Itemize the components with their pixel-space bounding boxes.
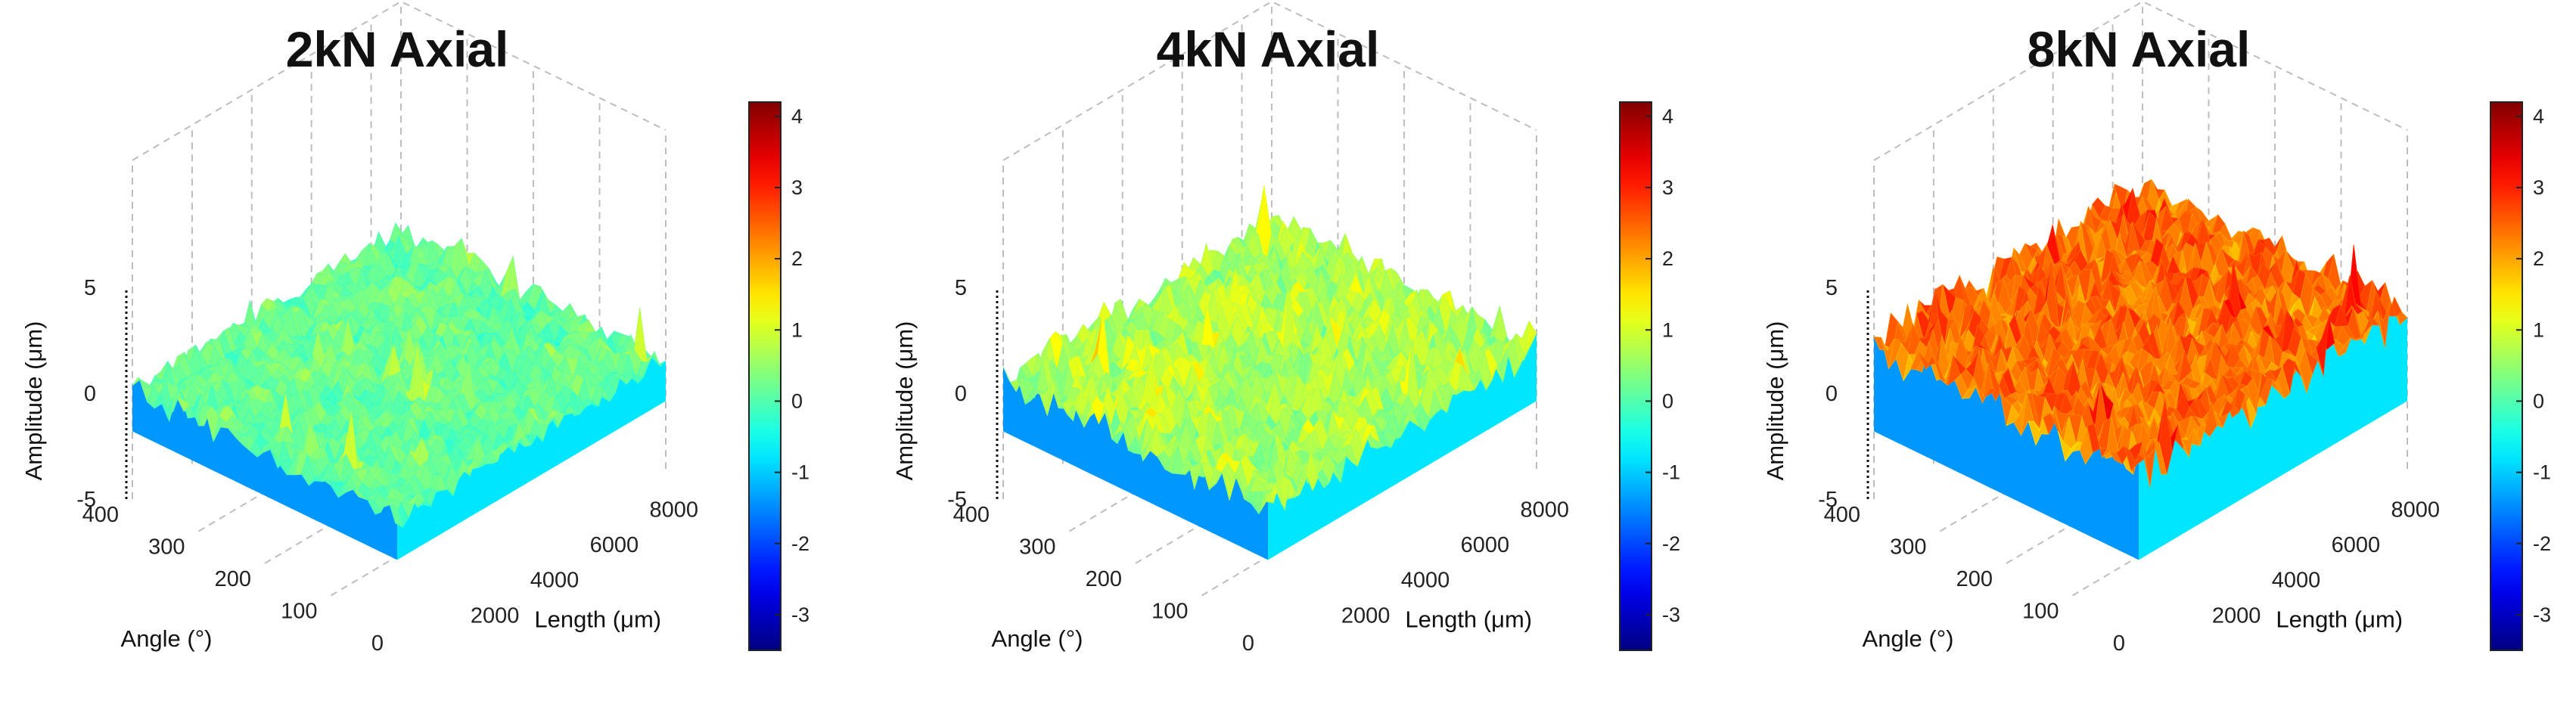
z-tick-label: 5 [84,276,96,300]
y-tick-label: 0 [371,631,384,656]
y-tick-label: 200 [1086,567,1122,591]
colorbar-tick-label: -2 [1662,532,1680,555]
x-tick-label: 8000 [650,498,699,522]
y-tick-label: 300 [1019,535,1055,560]
z-tick-label: 0 [1826,382,1838,406]
surface-left-skirt [132,380,397,560]
y-tick-label: 200 [1956,567,1993,591]
colorbar-tick-label: -1 [791,461,809,484]
colorbar-tick-label: -3 [791,603,809,626]
z-tick-label: -5 [76,488,96,512]
panel-title: 4kN Axial [1157,21,1380,77]
colorbar-tick-label: 0 [791,389,803,412]
surface-mesh [1002,185,1537,560]
colorbar-tick-label: -1 [2533,461,2551,484]
colorbar-tick-label: 1 [791,318,803,341]
surface-left-skirt [1874,337,2139,560]
y-tick-label: 400 [82,503,119,527]
x-axis-label: Length (μm) [1405,606,1532,633]
x-tick-label: 6000 [1461,533,1510,557]
y-axis-label: Angle (°) [1863,625,1954,652]
surface-panel-3: 5 0 -5 Amplitude (μm) 0 100 200 300 400 Angle (°)… [1762,0,2551,656]
x-tick-label: 4000 [2272,569,2321,593]
surface-mesh [132,222,667,560]
y-tick-label: 200 [215,567,251,591]
z-tick-label: 0 [955,382,967,406]
x-tick-label: 6000 [590,533,639,557]
z-axis-label: Amplitude (μm) [1762,321,1788,481]
x-tick-label: 8000 [1521,498,1570,522]
z-tick-label: -5 [1818,488,1838,512]
x-tick-label: 2000 [471,603,520,628]
y-axis-label: Angle (°) [121,625,213,652]
y-tick-label: 0 [1242,631,1254,656]
panel-title: 8kN Axial [2028,21,2251,77]
colorbar-tick-label: 3 [2533,176,2544,199]
z-tick-label: 5 [1826,276,1838,300]
colorbar [748,101,782,651]
y-tick-label: 100 [2022,600,2059,624]
y-tick-label: 400 [1824,503,1860,527]
colorbar-tick-label: 4 [1662,105,1673,128]
colorbar-tick-label: 4 [791,105,803,128]
colorbar-tick-label: 0 [1662,389,1673,412]
x-tick-label: 8000 [2391,498,2441,522]
surface-front-skirt [1268,333,1537,560]
z-tick-label: 5 [955,276,967,300]
z-tick-label: 0 [84,382,96,406]
surface-front-skirt [2139,301,2407,560]
y-axis-label: Angle (°) [992,625,1083,652]
surface-mesh [1873,178,2408,560]
colorbar-tick-label: 3 [1662,176,1673,199]
colorbar-tick-label: 0 [2533,389,2544,412]
x-tick-label: 4000 [530,569,580,593]
colorbar [2490,101,2523,651]
y-tick-label: 100 [1151,600,1188,624]
colorbar-tick-label: 2 [1662,247,1673,270]
colorbar-tick-label: -2 [791,532,809,555]
z-axis-label: Amplitude (μm) [20,321,47,481]
colorbar-tick-label: 1 [1662,318,1673,341]
x-tick-label: 6000 [2332,533,2381,557]
x-tick-label: 2000 [2212,603,2261,628]
y-tick-label: 300 [1890,535,1926,560]
x-axis-label: Length (μm) [534,606,661,633]
y-tick-label: 0 [2113,631,2125,656]
x-tick-label: 4000 [1401,569,1450,593]
colorbar-tick-label: -3 [1662,603,1680,626]
colorbar-tick-label: 4 [2533,105,2544,128]
colorbar-tick-label: 3 [791,176,803,199]
panel-title: 2kN Axial [286,21,509,77]
colorbar-tick-label: 2 [2533,247,2544,270]
surface-front-skirt [397,351,666,560]
axes-grid [1002,0,1537,597]
colorbar-tick-label: 1 [2533,318,2544,341]
surface-panel-2: 5 0 -5 Amplitude (μm) 0 100 200 300 400 Angle (°)… [891,0,1680,656]
colorbar-tick-label: 2 [791,247,803,270]
x-tick-label: 2000 [1341,603,1391,628]
colorbar-tick-label: -3 [2533,603,2551,626]
y-tick-label: 100 [281,600,317,624]
y-tick-label: 400 [953,503,990,527]
colorbar [1619,101,1652,651]
z-axis-label: Amplitude (μm) [891,321,918,481]
y-tick-label: 300 [148,535,185,560]
x-axis-label: Length (μm) [2276,606,2403,633]
z-tick-label: -5 [947,488,967,512]
colorbar-tick-label: -2 [2533,532,2551,555]
surface-panel-1: 5 0 -5 Amplitude (μm) 0 100 200 300 400 Angle (°)… [20,0,809,656]
colorbar-tick-label: -1 [1662,461,1680,484]
